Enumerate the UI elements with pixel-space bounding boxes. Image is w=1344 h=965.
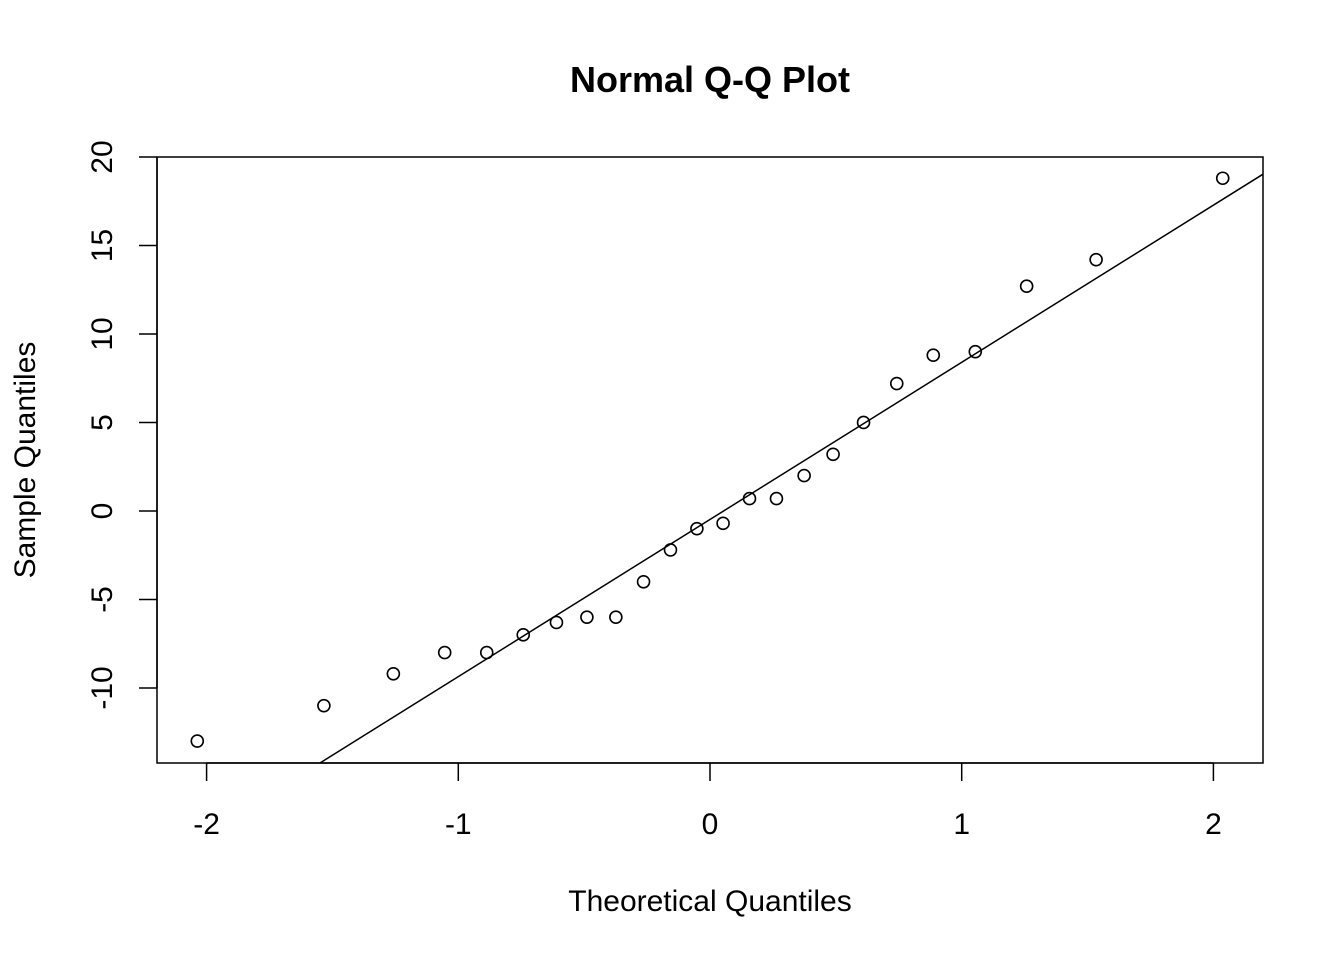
data-point <box>317 698 331 713</box>
y-tick-label: -5 <box>86 586 119 613</box>
data-point <box>889 376 904 391</box>
y-tick-label: -10 <box>86 666 119 709</box>
data-point <box>690 521 704 536</box>
y-tick-label: 5 <box>86 414 119 431</box>
data-point <box>926 348 941 363</box>
data-point <box>1089 252 1103 267</box>
data-point <box>968 344 983 359</box>
chart-title: Normal Q-Q Plot <box>570 59 850 100</box>
data-point <box>190 734 205 748</box>
data-point <box>797 468 811 483</box>
y-tick-label: 10 <box>86 317 119 350</box>
y-tick-label: 20 <box>86 140 119 173</box>
data-point <box>1019 279 1034 293</box>
data-point <box>549 615 564 630</box>
x-tick-label: 2 <box>1205 808 1222 841</box>
data-point <box>856 415 871 430</box>
data-point <box>479 645 494 660</box>
data-point <box>742 491 757 506</box>
data-point <box>516 628 531 642</box>
plot-frame <box>156 156 1264 764</box>
data-layer <box>190 171 1264 764</box>
y-tick-label: 0 <box>86 503 119 520</box>
x-tick-label: 1 <box>953 808 970 841</box>
x-tick-label: -2 <box>193 808 220 841</box>
data-point <box>716 516 730 531</box>
data-point <box>636 574 651 589</box>
x-axis: -2 -1 0 1 2 <box>193 762 1222 841</box>
data-point <box>1215 171 1230 186</box>
data-point <box>437 645 452 660</box>
data-point <box>609 610 623 624</box>
data-point <box>580 610 594 624</box>
data-point <box>386 666 401 681</box>
x-tick-label: 0 <box>702 808 719 841</box>
qq-reference-line <box>319 173 1264 764</box>
y-axis: -10 -5 0 5 10 15 20 <box>86 140 158 710</box>
data-point <box>663 543 678 557</box>
x-axis-label: Theoretical Quantiles <box>568 885 851 918</box>
data-point <box>769 491 784 506</box>
data-point <box>826 447 840 462</box>
x-tick-label: -1 <box>445 808 472 841</box>
y-axis-label: Sample Quantiles <box>9 342 42 579</box>
y-tick-label: 15 <box>86 229 119 262</box>
